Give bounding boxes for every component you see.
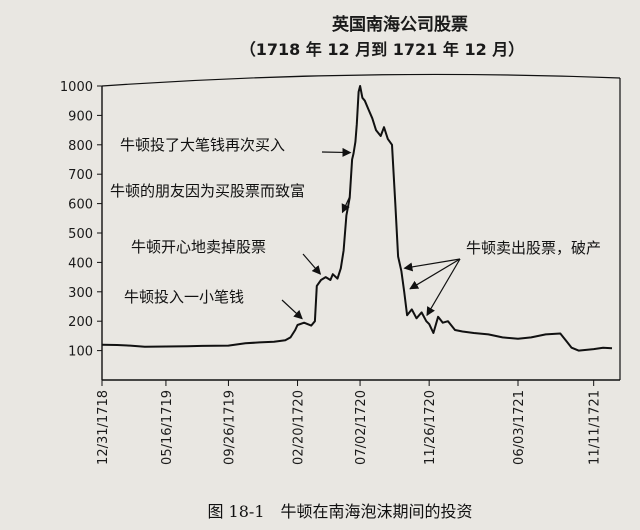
chart-title: 英国南海公司股票 [332,14,468,35]
annotation-arrow [426,258,461,317]
annotation-arrow [341,195,351,214]
figure-caption: 图 18-1 牛顿在南海泡沫期间的投资 [207,502,472,521]
y-tick-label: 1000 [60,80,93,95]
x-tick-label: 02/20/1720 [292,390,307,465]
y-tick-label: 900 [68,109,93,124]
annotation-arrow [409,258,461,290]
annotation-label: 牛顿卖出股票，破产 [466,239,601,257]
y-tick-label: 700 [68,168,93,183]
annotation-layer: 牛顿投了大笔钱再次买入牛顿的朋友因为买股票而致富牛顿开心地卖掉股票牛顿投入一小笔… [110,136,601,320]
series-layer [101,85,613,352]
chart-subtitle: （1718 年 12 月到 1721 年 12 月） [240,40,525,59]
y-tick-label: 300 [68,286,93,301]
y-tick-label: 100 [68,345,93,360]
x-tick-label: 05/16/1719 [160,390,175,465]
x-tick-label: 12/31/1718 [96,390,111,465]
y-tick-label: 600 [68,198,93,213]
x-tick-label: 11/26/1720 [423,390,438,465]
x-tick-label: 07/02/1720 [354,390,369,465]
y-tick-label: 500 [68,227,93,242]
annotation-arrow [302,253,322,275]
y-tick-label: 800 [68,139,93,154]
x-tick-label: 09/26/1719 [222,390,237,465]
y-tick-label: 400 [68,256,93,271]
y-tick-label: 200 [68,315,93,330]
x-tick-label: 11/11/1721 [588,390,603,465]
annotation-arrow [281,299,303,320]
x-axis: 12/31/1718 05/16/1719 09/26/1719 02/20/1720… [96,73,621,465]
annotation-label: 牛顿的朋友因为买股票而致富 [110,182,305,200]
x-tick-label: 06/03/1721 [512,390,527,465]
annotation-label: 牛顿投入一小笔钱 [124,288,244,306]
annotation-arrow [403,258,461,272]
annotation-arrow [321,147,352,157]
series-line [101,85,613,352]
y-axis: 100 200 300 400 500 600 700 800 900 1000 [60,78,621,380]
annotation-label: 牛顿开心地卖掉股票 [131,238,266,256]
annotation-label: 牛顿投了大笔钱再次买入 [120,136,285,154]
plot-frame-top [101,73,621,87]
